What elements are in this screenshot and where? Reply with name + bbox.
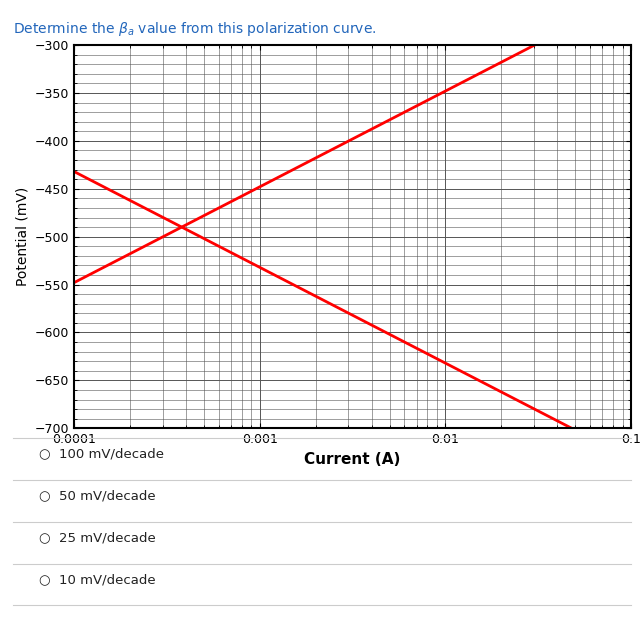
Text: ○  25 mV/decade: ○ 25 mV/decade	[39, 531, 155, 544]
Text: ○  50 mV/decade: ○ 50 mV/decade	[39, 489, 155, 502]
Y-axis label: Potential (mV): Potential (mV)	[15, 187, 29, 287]
Text: ○  100 mV/decade: ○ 100 mV/decade	[39, 448, 164, 460]
Text: ○  10 mV/decade: ○ 10 mV/decade	[39, 573, 155, 586]
X-axis label: Current (A): Current (A)	[305, 451, 401, 467]
Text: Determine the $\beta_a$ value from this polarization curve.: Determine the $\beta_a$ value from this …	[13, 20, 377, 38]
